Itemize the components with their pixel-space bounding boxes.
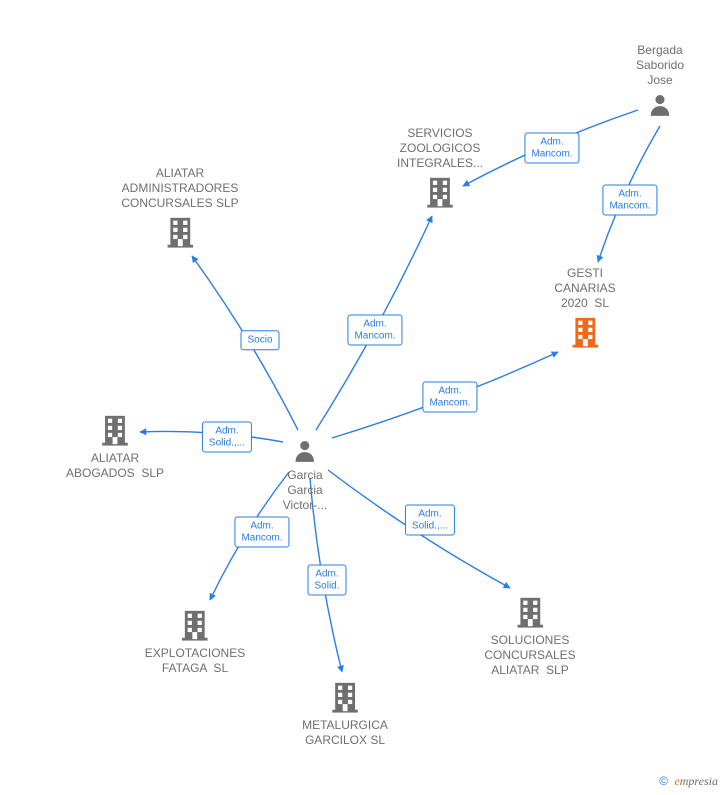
watermark: © empresia bbox=[659, 774, 718, 789]
company-node[interactable]: SOLUCIONES CONCURSALES ALIATAR SLP bbox=[484, 595, 575, 678]
edge-label: Adm. Solid.,... bbox=[405, 505, 455, 536]
edge-label: Adm. Mancom. bbox=[234, 517, 289, 548]
company-node[interactable]: METALURGICA GARCILOX SL bbox=[302, 680, 388, 748]
edge-label: Adm. Mancom. bbox=[422, 382, 477, 413]
node-label: ALIATAR ABOGADOS SLP bbox=[66, 451, 164, 481]
person-icon bbox=[636, 92, 684, 118]
node-label: ALIATAR ADMINISTRADORES CONCURSALES SLP bbox=[121, 166, 238, 211]
company-node[interactable]: ALIATAR ADMINISTRADORES CONCURSALES SLP bbox=[121, 166, 238, 249]
building-icon bbox=[66, 413, 164, 447]
node-label: SERVICIOS ZOOLOGICOS INTEGRALES... bbox=[397, 126, 483, 171]
node-label: Garcia Garcia Victor-... bbox=[283, 468, 327, 513]
company-node[interactable]: ALIATAR ABOGADOS SLP bbox=[66, 413, 164, 481]
person-node[interactable]: Bergada Saborido Jose bbox=[636, 43, 684, 118]
edge-label: Adm. Solid.,... bbox=[202, 422, 252, 453]
node-label: SOLUCIONES CONCURSALES ALIATAR SLP bbox=[484, 633, 575, 678]
brand-rest: mpresia bbox=[680, 774, 718, 788]
edge-label: Adm. Solid. bbox=[307, 565, 346, 596]
company-node[interactable]: SERVICIOS ZOOLOGICOS INTEGRALES... bbox=[397, 126, 483, 209]
edge-label: Socio bbox=[240, 330, 279, 350]
edges-layer bbox=[0, 0, 728, 795]
building-icon bbox=[554, 315, 615, 349]
building-icon bbox=[302, 680, 388, 714]
person-icon bbox=[283, 438, 327, 464]
person-node[interactable]: Garcia Garcia Victor-... bbox=[283, 438, 327, 513]
diagram-canvas: © empresia Socio Adm. Mancom. Adm. Mancom.… bbox=[0, 0, 728, 795]
building-icon bbox=[121, 215, 238, 249]
node-label: GESTI CANARIAS 2020 SL bbox=[554, 266, 615, 311]
company-node[interactable]: EXPLOTACIONES FATAGA SL bbox=[145, 608, 245, 676]
edge-label: Adm. Mancom. bbox=[524, 133, 579, 164]
edge-label: Adm. Mancom. bbox=[347, 315, 402, 346]
node-label: Bergada Saborido Jose bbox=[636, 43, 684, 88]
company-node[interactable]: GESTI CANARIAS 2020 SL bbox=[554, 266, 615, 349]
edge-label: Adm. Mancom. bbox=[602, 185, 657, 216]
building-icon bbox=[397, 175, 483, 209]
building-icon bbox=[484, 595, 575, 629]
node-label: METALURGICA GARCILOX SL bbox=[302, 718, 388, 748]
copyright-symbol: © bbox=[659, 774, 668, 788]
node-label: EXPLOTACIONES FATAGA SL bbox=[145, 646, 245, 676]
building-icon bbox=[145, 608, 245, 642]
